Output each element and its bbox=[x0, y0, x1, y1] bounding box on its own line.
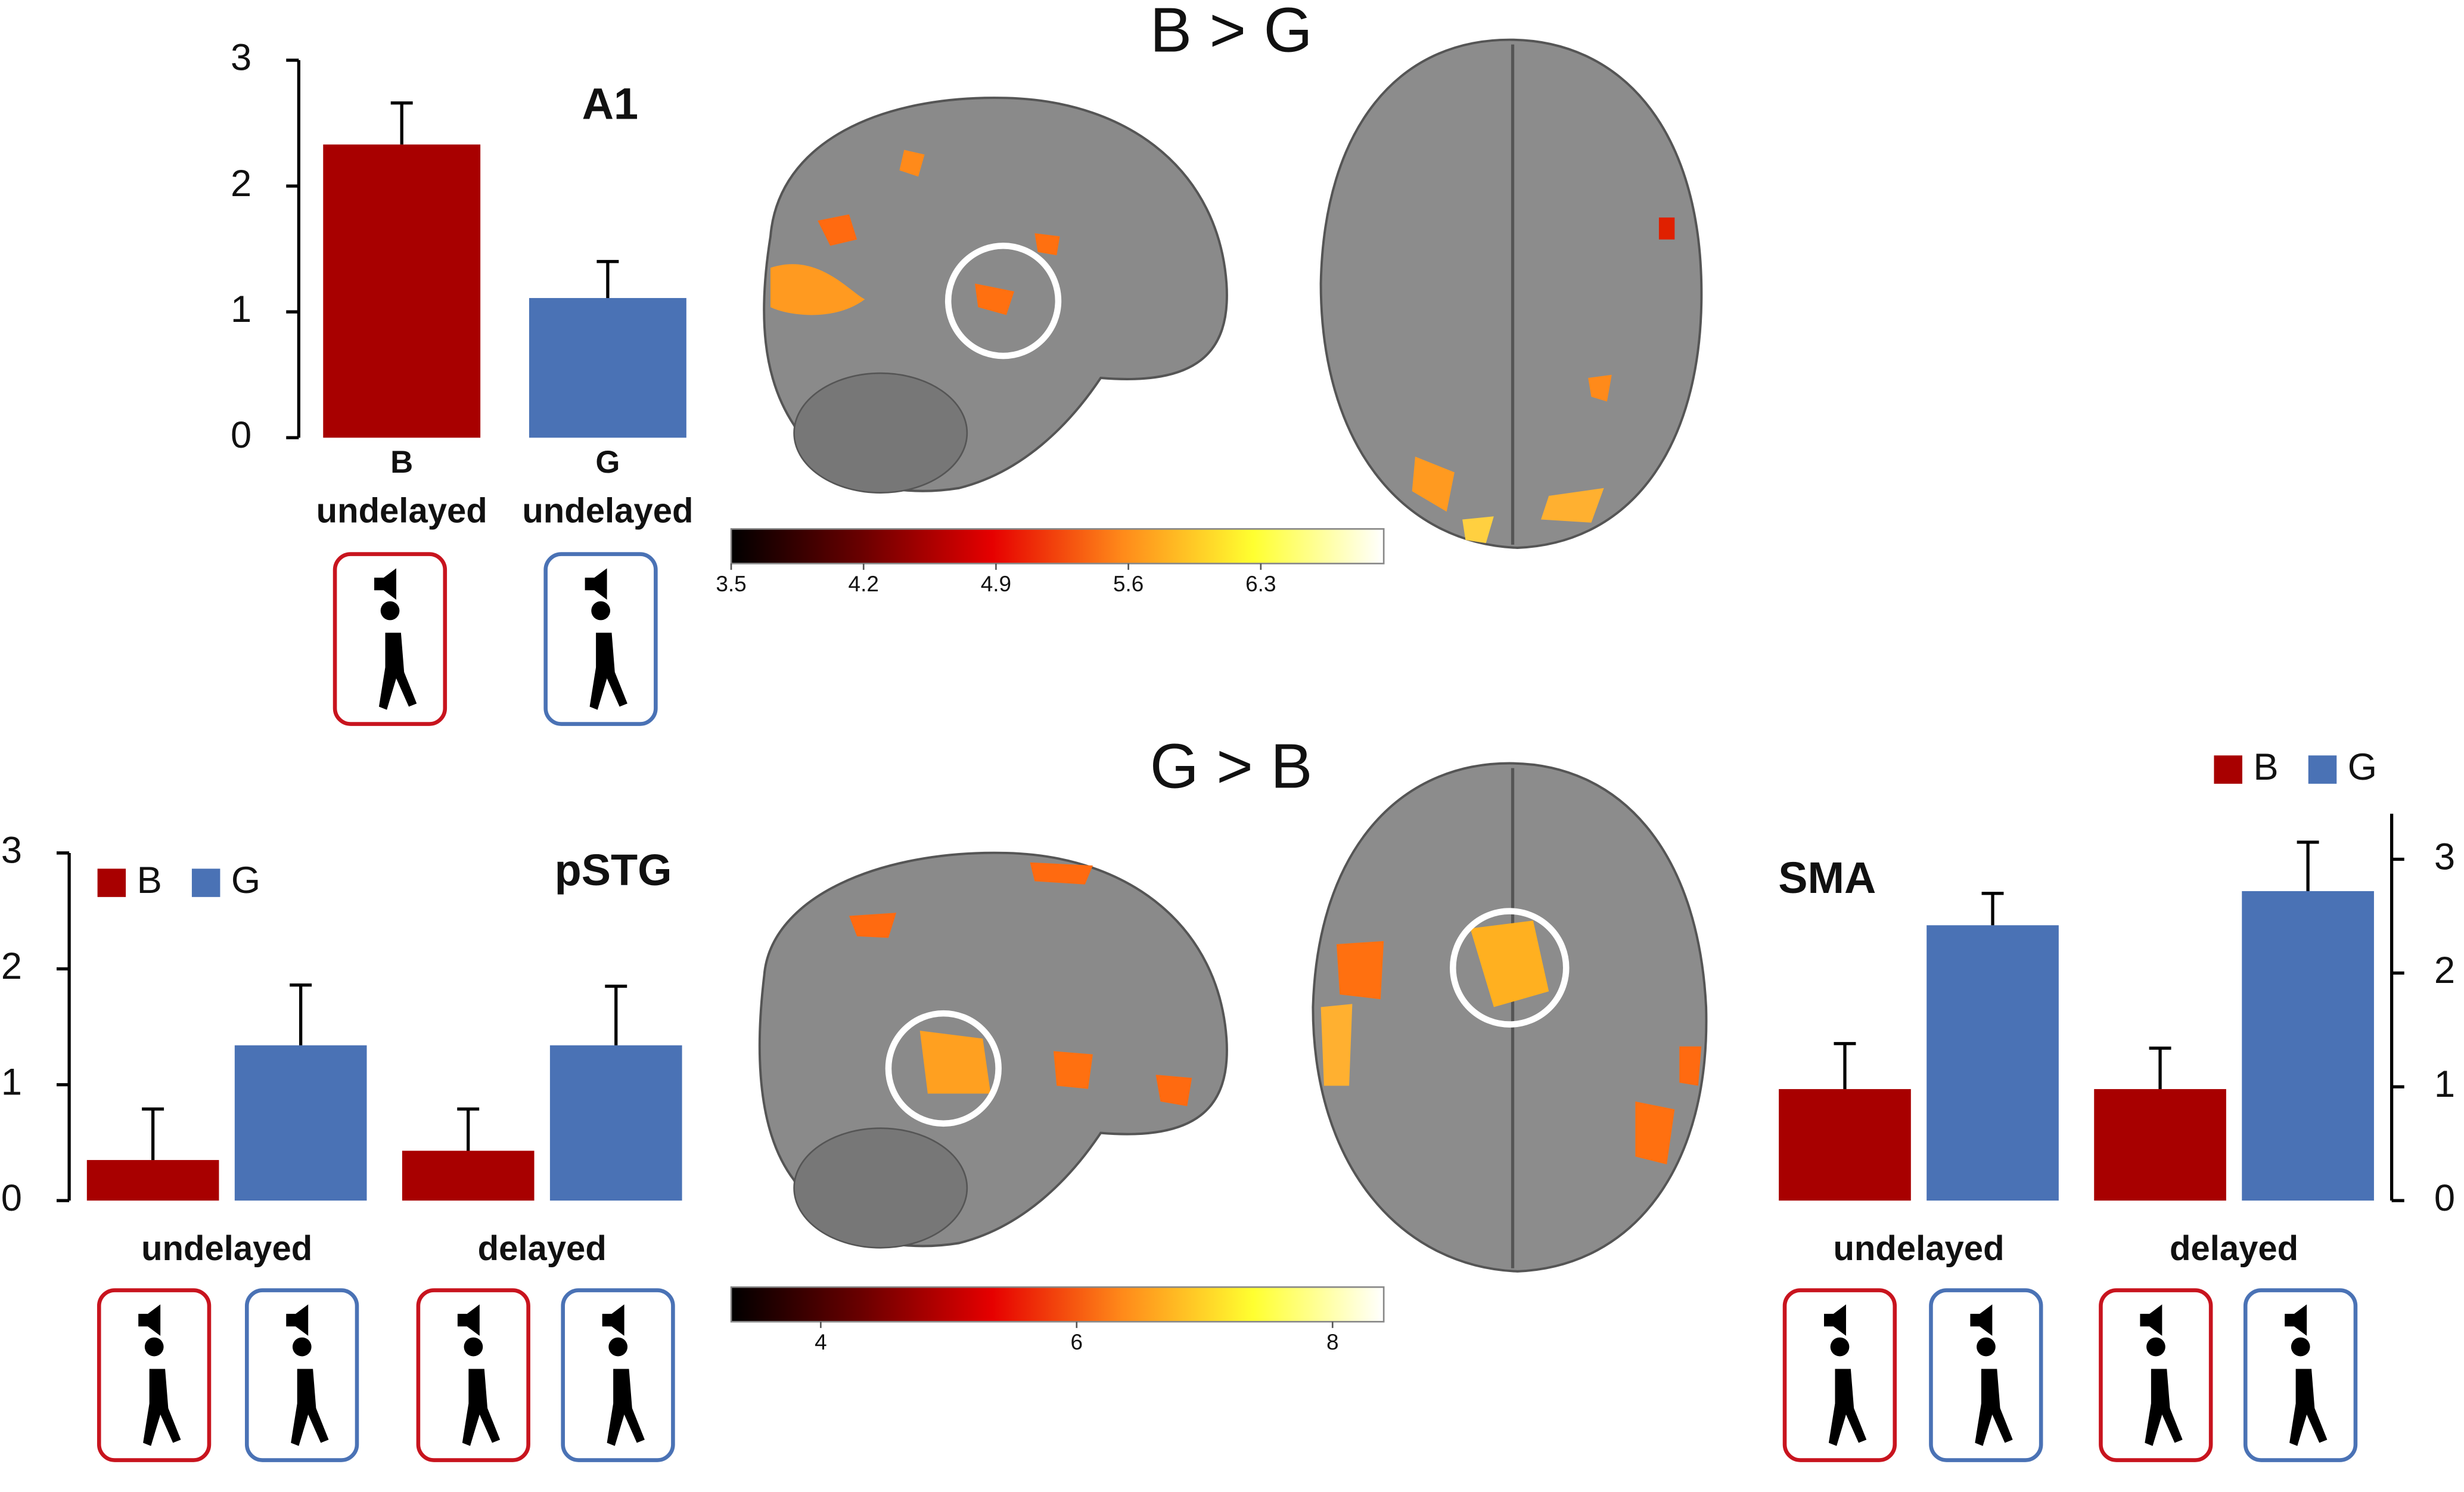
y-tick-label: 0 bbox=[1, 1177, 22, 1219]
panel-title: B > G bbox=[1150, 0, 1313, 66]
x-tick-label: undelayed bbox=[1833, 1229, 2004, 1268]
figure-icon bbox=[462, 1337, 501, 1446]
figure-icon bbox=[1975, 1337, 2013, 1446]
y-tick-label: 3 bbox=[2434, 836, 2455, 877]
brain-dorsal-bottom bbox=[1312, 762, 1708, 1273]
x-tick-label: 4 bbox=[815, 1330, 827, 1354]
x-tick-label: 6.3 bbox=[1245, 572, 1276, 596]
legend-label: B bbox=[2253, 746, 2278, 788]
bar bbox=[86, 1160, 219, 1201]
speaker-icon bbox=[457, 1304, 480, 1336]
x-tick-label: 5.6 bbox=[1113, 572, 1144, 596]
legend-label: G bbox=[2348, 746, 2377, 788]
figure-icon bbox=[607, 1337, 645, 1446]
bar bbox=[234, 1045, 367, 1201]
figure-icon bbox=[589, 601, 627, 710]
figure-icon bbox=[2145, 1337, 2183, 1446]
y-tick-label: 2 bbox=[1, 945, 22, 987]
chart-title: A1 bbox=[582, 79, 638, 129]
y-tick-label: 3 bbox=[1, 830, 22, 871]
x-tick-label: undelayed bbox=[141, 1229, 312, 1268]
x-tick-label: 6 bbox=[1071, 1330, 1083, 1354]
figure-icon bbox=[291, 1337, 329, 1446]
speaker-icon bbox=[1824, 1304, 1846, 1336]
y-tick-label: 1 bbox=[1, 1061, 22, 1103]
colorbar bbox=[730, 1286, 1385, 1323]
speaker-icon bbox=[1970, 1304, 1993, 1336]
figure-icon bbox=[2289, 1337, 2328, 1446]
bar bbox=[2242, 891, 2374, 1201]
y-tick-label: 3 bbox=[231, 37, 251, 79]
x-tick-sublabel: undelayed bbox=[316, 491, 487, 530]
legend-swatch bbox=[97, 868, 126, 897]
chart-title: SMA bbox=[1778, 853, 1876, 902]
bar bbox=[323, 144, 481, 438]
legend-swatch bbox=[2214, 755, 2242, 784]
x-tick-label: B bbox=[390, 445, 413, 480]
brain-lateral-top bbox=[763, 97, 1228, 494]
figure-icon bbox=[1828, 1337, 1867, 1446]
x-tick-label: 4.9 bbox=[981, 572, 1011, 596]
stimulus-icons bbox=[97, 552, 2358, 1462]
panel-title: G > B bbox=[1150, 731, 1313, 802]
speaker-icon bbox=[2140, 1304, 2162, 1336]
y-tick-label: 0 bbox=[2434, 1177, 2455, 1219]
speaker-icon bbox=[2285, 1304, 2307, 1336]
x-tick-label: G bbox=[595, 445, 620, 480]
figure-icon bbox=[143, 1337, 181, 1446]
bar bbox=[529, 297, 686, 438]
y-tick-label: 2 bbox=[2434, 950, 2455, 991]
x-tick-label: 8 bbox=[1326, 1330, 1339, 1354]
x-tick-label: delayed bbox=[478, 1229, 607, 1268]
y-tick-label: 1 bbox=[231, 289, 251, 330]
x-tick-label: delayed bbox=[2170, 1229, 2298, 1268]
colorbar bbox=[730, 528, 1385, 564]
y-tick-label: 2 bbox=[231, 163, 251, 204]
y-tick-label: 0 bbox=[231, 414, 251, 456]
brain-dorsal-top bbox=[1319, 38, 1703, 549]
x-tick-label: 3.5 bbox=[716, 572, 746, 596]
bar bbox=[402, 1150, 535, 1201]
y-tick-label: 1 bbox=[2434, 1063, 2455, 1105]
bar bbox=[1927, 925, 2059, 1201]
legend-label: B bbox=[137, 860, 162, 901]
chart-title: pSTG bbox=[555, 845, 672, 895]
speaker-icon bbox=[602, 1304, 624, 1336]
legend-swatch bbox=[2308, 755, 2337, 784]
x-tick-label: 4.2 bbox=[849, 572, 879, 596]
speaker-icon bbox=[286, 1304, 309, 1336]
bar bbox=[1779, 1089, 1911, 1201]
figure-icon bbox=[378, 601, 417, 710]
speaker-icon bbox=[374, 568, 396, 600]
bar bbox=[549, 1045, 682, 1201]
legend-swatch bbox=[191, 868, 220, 897]
speaker-icon bbox=[585, 568, 607, 600]
brain-lateral-bottom bbox=[758, 851, 1228, 1249]
bar bbox=[2094, 1089, 2226, 1201]
x-tick-sublabel: undelayed bbox=[522, 491, 693, 530]
legend-label: G bbox=[231, 860, 260, 901]
speaker-icon bbox=[138, 1304, 161, 1336]
